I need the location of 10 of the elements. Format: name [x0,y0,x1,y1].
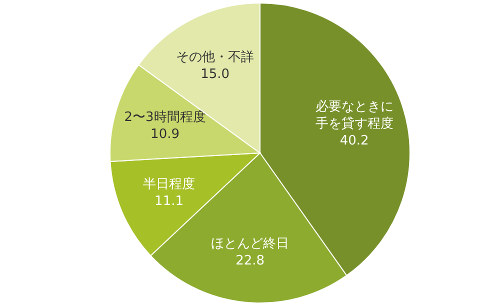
data-label: 40.2 [340,134,369,149]
slice-label: 2〜3時間程度 [124,109,206,126]
slice-label: その他・不詳 [176,50,254,65]
data-label: 10.9 [150,127,180,142]
data-label: 22.8 [236,254,265,269]
data-label: 11.1 [154,194,184,210]
data-label: 15.0 [200,66,230,82]
slice-label: ほとんど終日 [211,236,290,252]
slice-label: 半日程度 [143,176,196,192]
slice-label: 必要なときに手を貸す程度 [315,100,394,132]
